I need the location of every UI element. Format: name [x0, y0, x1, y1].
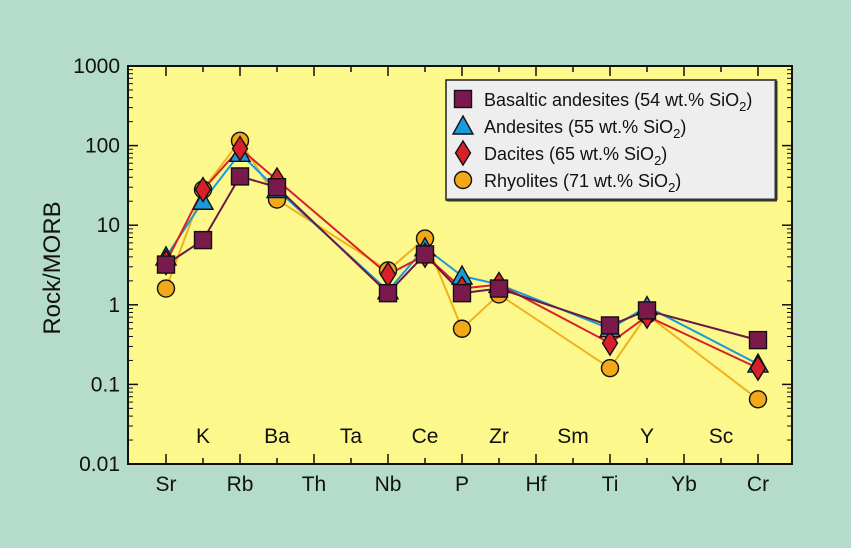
data-point — [489, 279, 509, 298]
x-tick-label: Hf — [526, 473, 547, 496]
x-tick-label: P — [455, 473, 469, 496]
x-inner-label: Sm — [557, 425, 589, 448]
data-point — [600, 358, 620, 378]
x-inner-label: Sc — [709, 425, 734, 448]
data-point — [748, 330, 768, 350]
series-layer — [154, 131, 770, 409]
legend-marker — [453, 170, 473, 190]
data-point — [156, 279, 176, 298]
legend-label: Andesites (55 wt.% SiO2) — [484, 117, 686, 141]
x-tick-label: Rb — [227, 473, 254, 496]
legend-label: Rhyolites (71 wt.% SiO2) — [484, 171, 681, 195]
legend-marker — [454, 139, 472, 167]
data-point — [748, 390, 768, 409]
y-tick-label: 1000 — [73, 55, 120, 78]
y-axis-label: Rock/MORB — [39, 201, 66, 334]
legend-label: Basaltic andesites (54 wt.% SiO2) — [484, 90, 752, 114]
data-point — [415, 245, 435, 264]
data-point — [452, 319, 472, 338]
x-inner-label: Y — [640, 425, 654, 448]
data-point — [156, 255, 176, 274]
y-tick-label: 0.01 — [79, 453, 120, 476]
legend-label: Dacites (65 wt.% SiO2) — [484, 144, 667, 168]
x-tick-label: Sr — [156, 473, 177, 496]
data-point — [600, 316, 620, 335]
x-inner-label: Zr — [489, 425, 509, 448]
y-tick-label: 100 — [85, 135, 120, 158]
x-tick-label: Th — [302, 473, 327, 496]
y-tick-label: 0.1 — [91, 373, 120, 396]
legend-box — [445, 79, 777, 201]
series-markers-square — [156, 167, 768, 350]
y-axis: 0.01 0.1 1 10 100 1000 — [73, 55, 792, 476]
data-point — [230, 167, 250, 186]
data-point — [193, 230, 213, 250]
x-tick-label: Cr — [747, 473, 769, 496]
y-tick-label: 1 — [108, 294, 120, 317]
x-inner-label: Ta — [340, 425, 363, 448]
data-point — [637, 301, 657, 320]
x-inner-label: Ce — [412, 425, 439, 448]
data-point — [601, 329, 619, 357]
legend-marker — [453, 89, 473, 109]
x-tick-label: Ti — [602, 473, 619, 496]
x-axis: Sr K Rb Ba Th Ta Nb Ce P Zr Hf Sm Ti Y Yb Sc Cr — [156, 66, 769, 496]
data-point — [749, 354, 767, 382]
x-inner-label: K — [196, 425, 210, 448]
data-point — [378, 283, 398, 303]
x-inner-label: Ba — [264, 425, 290, 448]
legend: Basaltic andesites (54 wt.% SiO2) Andesit… — [445, 79, 778, 202]
data-point — [452, 283, 472, 303]
x-tick-label: Nb — [375, 473, 402, 496]
data-point — [267, 178, 287, 197]
data-point — [194, 176, 212, 203]
y-tick-label: 10 — [97, 214, 120, 237]
x-tick-label: Yb — [671, 473, 697, 496]
legend-marker — [451, 114, 475, 135]
data-point — [231, 135, 249, 162]
